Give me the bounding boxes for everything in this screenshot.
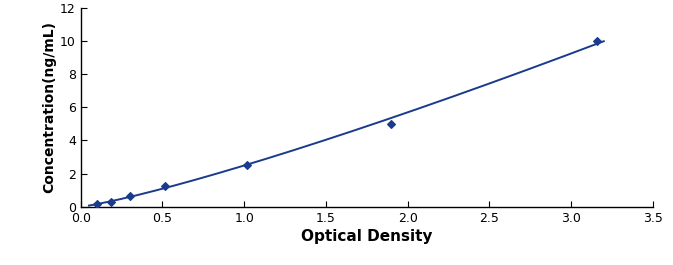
Y-axis label: Concentration(ng/mL): Concentration(ng/mL) (42, 21, 56, 193)
X-axis label: Optical Density: Optical Density (301, 229, 433, 244)
